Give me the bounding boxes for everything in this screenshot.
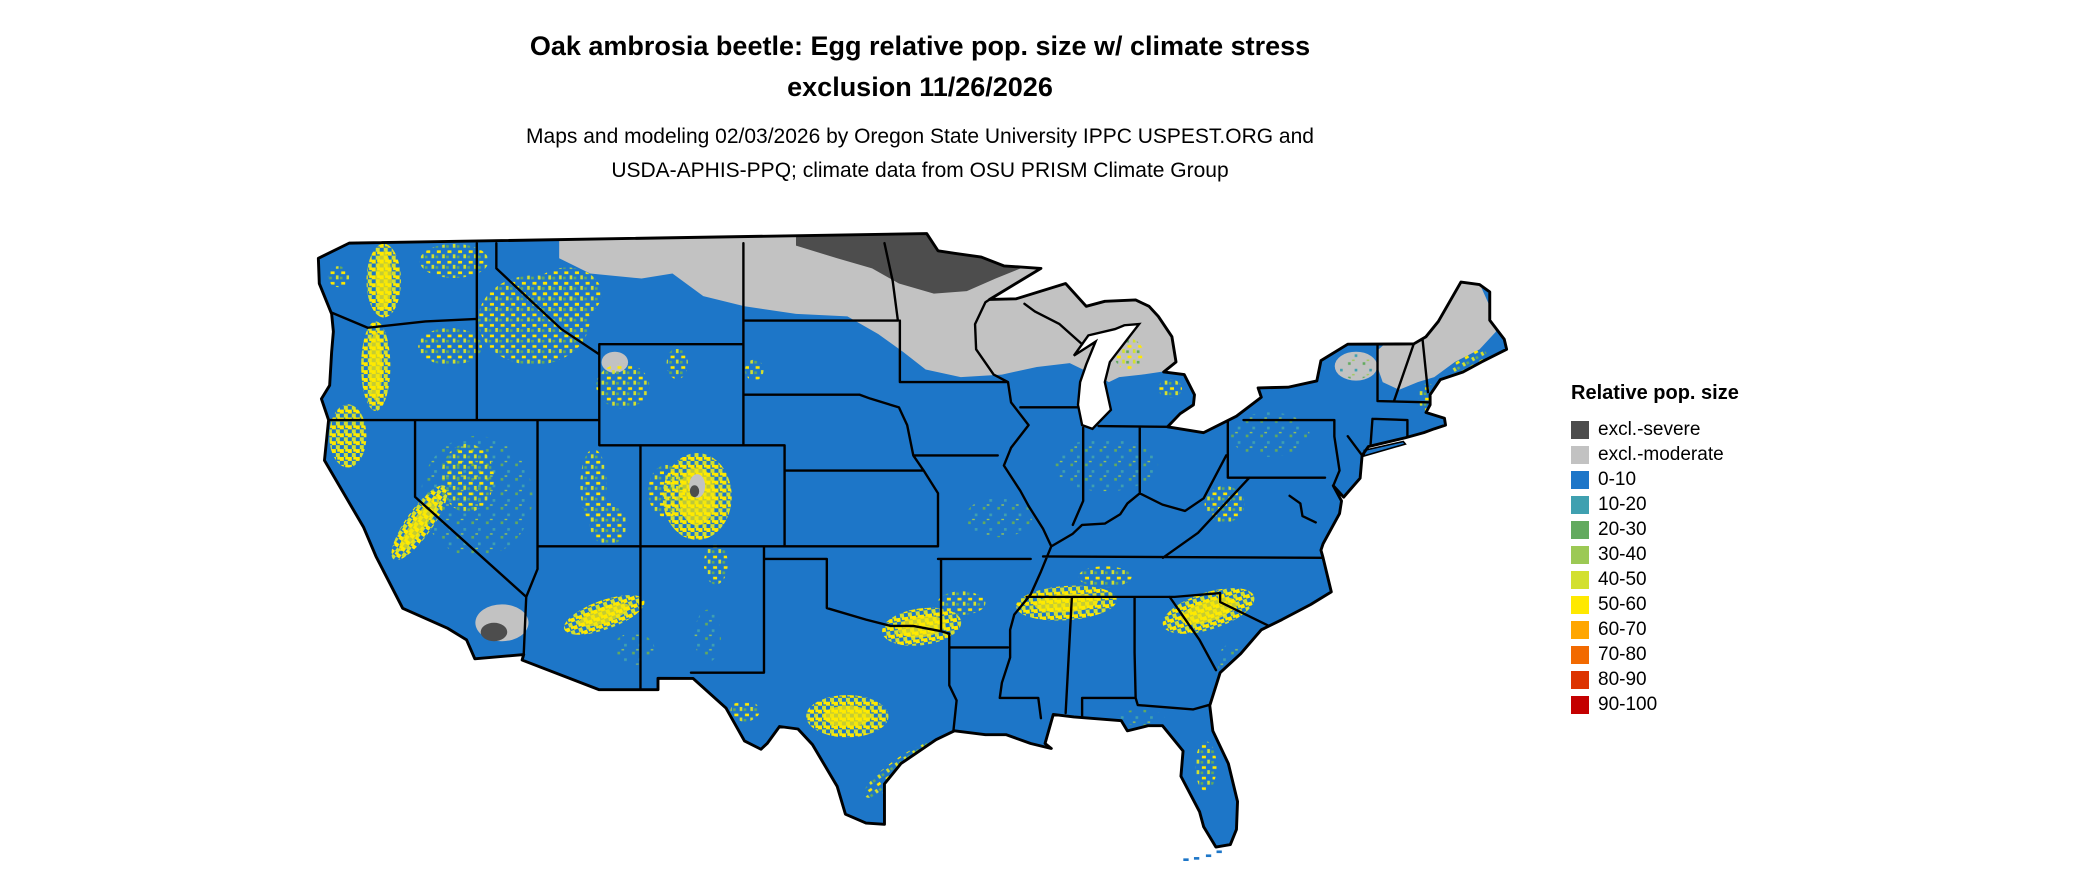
legend-item: excl.-moderate xyxy=(1571,442,1831,467)
legend-swatch xyxy=(1571,445,1589,464)
map-legend: Relative pop. size excl.-severe excl.-mo… xyxy=(1571,382,1831,717)
legend-item: 10-20 xyxy=(1571,492,1831,517)
us-map-svg xyxy=(316,232,1509,861)
legend-item: excl.-severe xyxy=(1571,417,1831,442)
legend-title: Relative pop. size xyxy=(1571,382,1739,404)
legend-item: 20-30 xyxy=(1571,517,1831,542)
legend-label: 10-20 xyxy=(1598,494,1647,515)
legend-item: 50-60 xyxy=(1571,592,1831,617)
legend-swatch xyxy=(1571,520,1589,539)
legend-swatch xyxy=(1571,570,1589,589)
lake-michigan xyxy=(1072,322,1142,431)
legend-swatch xyxy=(1571,495,1589,514)
legend-swatch xyxy=(1571,420,1589,439)
legend-item: 30-40 xyxy=(1571,542,1831,567)
legend-label: 40-50 xyxy=(1598,569,1647,590)
excl-moderate-northeast xyxy=(1376,281,1496,390)
florida-keys xyxy=(1183,850,1222,861)
legend-label: 80-90 xyxy=(1598,669,1647,690)
legend-item: 0-10 xyxy=(1571,467,1831,492)
legend-swatch xyxy=(1571,645,1589,664)
legend-swatch xyxy=(1571,595,1589,614)
us-map xyxy=(308,228,1530,886)
legend-label: 60-70 xyxy=(1598,619,1647,640)
map-subtitle: Maps and modeling 02/03/2026 by Oregon S… xyxy=(0,120,1840,188)
map-title-line1: Oak ambrosia beetle: Egg relative pop. s… xyxy=(529,31,1311,61)
us-outline xyxy=(316,232,1509,849)
legend-label: 50-60 xyxy=(1598,594,1647,615)
map-title: Oak ambrosia beetle: Egg relative pop. s… xyxy=(0,26,1840,108)
legend-label: 70-80 xyxy=(1598,644,1647,665)
legend-swatch xyxy=(1571,620,1589,639)
legend-label: 90-100 xyxy=(1598,694,1658,715)
legend-label: excl.-moderate xyxy=(1598,444,1724,465)
state-borders xyxy=(327,241,1430,733)
legend-swatch xyxy=(1571,670,1589,689)
legend-label: excl.-severe xyxy=(1598,419,1701,440)
legend-item: 80-90 xyxy=(1571,667,1831,692)
legend-rows: excl.-severe excl.-moderate 0-10 10-20 2… xyxy=(1571,417,1831,717)
legend-label: 20-30 xyxy=(1598,519,1647,540)
legend-item: 70-80 xyxy=(1571,642,1831,667)
excl-severe-socal xyxy=(480,622,508,642)
legend-item: 40-50 xyxy=(1571,567,1831,592)
legend-swatch xyxy=(1571,695,1589,714)
legend-label: 30-40 xyxy=(1598,544,1647,565)
map-subtitle-line2: USDA-APHIS-PPQ; climate data from OSU PR… xyxy=(611,159,1229,182)
legend-item: 60-70 xyxy=(1571,617,1831,642)
legend-item: 90-100 xyxy=(1571,692,1831,717)
legend-swatch xyxy=(1571,470,1589,489)
legend-label: 0-10 xyxy=(1598,469,1637,490)
legend-swatch xyxy=(1571,545,1589,564)
map-subtitle-line1: Maps and modeling 02/03/2026 by Oregon S… xyxy=(526,125,1314,148)
map-title-line2: exclusion 11/26/2026 xyxy=(787,72,1053,102)
